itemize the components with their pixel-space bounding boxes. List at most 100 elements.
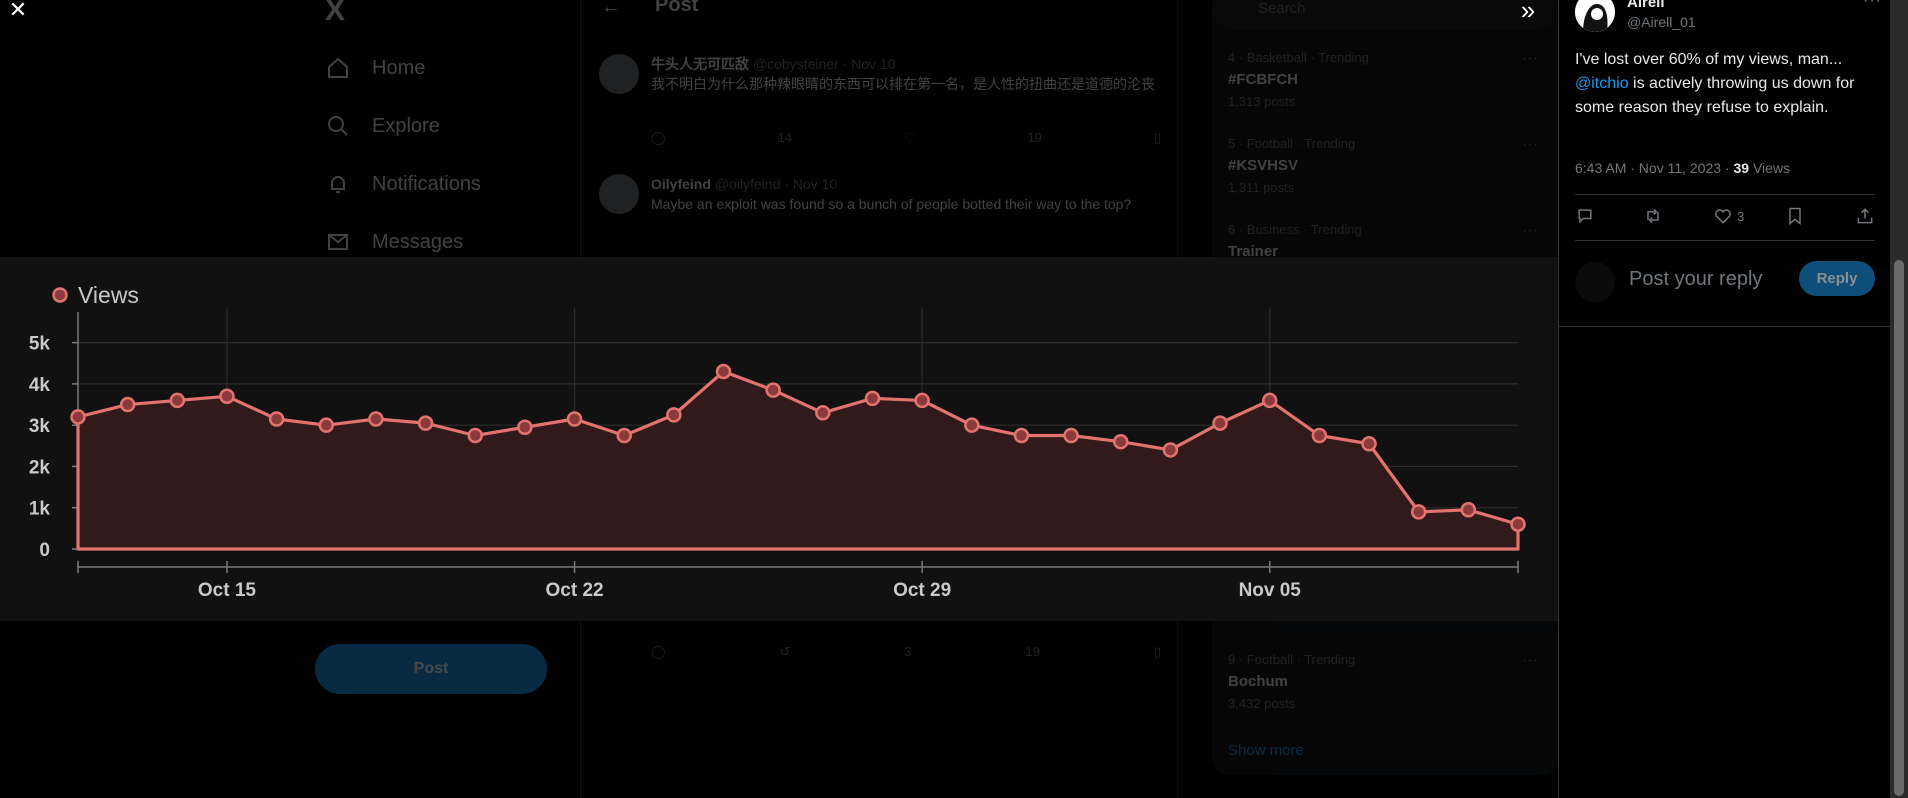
trend-name: #KSVHSV: [1228, 157, 1299, 174]
legend-marker: [52, 287, 68, 303]
double-chevron-right-icon[interactable]: »: [1520, 0, 1536, 25]
trend-count: 1,311 posts: [1228, 180, 1295, 195]
post-button[interactable]: Post: [315, 644, 547, 694]
trend-name: Bochum: [1228, 673, 1288, 690]
reply-handle[interactable]: @cobysteiner: [752, 56, 839, 72]
search-input[interactable]: Search: [1212, 0, 1558, 30]
trend-item[interactable]: 4 · Basketball · Trending #FCBFCH 1,313 …: [1228, 50, 1538, 109]
avatar-image: [1575, 0, 1615, 32]
x-logo-icon[interactable]: X: [325, 0, 346, 27]
trend-item[interactable]: 9 · Football · Trending Bochum 3,432 pos…: [1228, 652, 1538, 711]
reply-submit-button[interactable]: Reply: [1799, 261, 1875, 296]
data-point: [765, 382, 781, 398]
reply-button[interactable]: [1575, 206, 1595, 226]
data-point: [1063, 427, 1079, 444]
reply-input[interactable]: [1629, 264, 1789, 294]
divider: [1559, 326, 1891, 327]
repost-count[interactable]: 14: [777, 130, 792, 145]
avatar[interactable]: [599, 174, 639, 214]
reply-text: Maybe an exploit was found so a bunch of…: [651, 196, 1132, 212]
reply-author[interactable]: Oilyfeind: [651, 176, 711, 192]
more-dots-icon[interactable]: ···: [1522, 222, 1538, 239]
scrollbar[interactable]: [1890, 0, 1908, 798]
x-tick-label: Oct 15: [198, 580, 257, 601]
bookmark-button[interactable]: [1785, 206, 1805, 226]
nav-item-messages[interactable]: Messages: [326, 230, 463, 254]
views-count[interactable]: 19: [1027, 130, 1042, 145]
share-button[interactable]: [1855, 206, 1875, 226]
data-point: [914, 392, 930, 409]
post-text: I've lost over 60% of my views, man... @…: [1575, 48, 1875, 120]
data-point: [368, 411, 384, 427]
data-point: [1162, 442, 1179, 458]
repost-button[interactable]: [1643, 206, 1663, 226]
data-point: [1113, 433, 1129, 450]
y-tick-label: 0: [39, 540, 50, 561]
page-title: Post: [655, 0, 699, 16]
more-dots-icon[interactable]: ···: [1522, 652, 1538, 669]
author-name[interactable]: Airell: [1627, 0, 1665, 11]
like-count[interactable]: 3: [904, 644, 912, 659]
data-point: [1460, 502, 1477, 518]
reply-author[interactable]: 牛头人无可匹敌: [651, 56, 749, 72]
nav-item-explore[interactable]: Explore: [326, 114, 440, 138]
heart-icon[interactable]: ♡: [903, 130, 916, 145]
more-dots-icon[interactable]: ···: [1522, 136, 1538, 153]
repost-icon[interactable]: ↺: [779, 644, 791, 659]
reply-time: · Nov 10: [842, 56, 896, 72]
avatar[interactable]: [1575, 0, 1615, 32]
reply-icon[interactable]: ◯: [651, 644, 666, 659]
post-text-part: I've lost over 60% of my views, man...: [1575, 51, 1843, 68]
post-actions: 3: [1575, 206, 1875, 232]
legend-label: Views: [78, 282, 139, 308]
data-point: [1013, 427, 1030, 444]
views-count[interactable]: 19: [1025, 644, 1040, 659]
share-icon: [1857, 208, 1873, 224]
post-meta: 6:43 AM · Nov 11, 2023 · 39 Views: [1575, 160, 1790, 176]
reply-icon: [1578, 209, 1592, 224]
arrow-left-icon[interactable]: ←: [601, 0, 621, 18]
data-point: [566, 411, 583, 427]
bookmark-icon[interactable]: ▯: [1153, 644, 1161, 659]
data-point: [70, 409, 86, 425]
post-detail-panel: Airell @Airell_01 ··· I've lost over 60%…: [1558, 0, 1891, 798]
y-tick-label: 5k: [29, 334, 51, 355]
author-handle[interactable]: @Airell_01: [1627, 14, 1696, 30]
scrollbar-thumb[interactable]: [1894, 260, 1904, 796]
x-tick-label: Oct 22: [546, 580, 604, 601]
post-timestamp[interactable]: 6:43 AM · Nov 11, 2023 ·: [1575, 160, 1734, 176]
post-thread-column: ← Post 牛头人无可匹敌 @cobysteiner · Nov 10 我不明…: [580, 0, 1178, 798]
data-point: [964, 417, 980, 433]
reply-handle[interactable]: @oilyfeind: [714, 176, 781, 192]
data-point: [1261, 392, 1278, 409]
trend-item[interactable]: 5 · Football · Trending #KSVHSV 1,311 po…: [1228, 136, 1538, 195]
bell-icon: [331, 176, 345, 193]
more-dots-icon[interactable]: ···: [1522, 50, 1538, 67]
nav-item-label: Notifications: [372, 172, 481, 195]
x-tick-label: Oct 29: [893, 580, 951, 601]
nav-item-label: Explore: [372, 114, 440, 137]
more-dots-icon[interactable]: ···: [1863, 0, 1882, 9]
data-point: [815, 405, 831, 421]
reply-icon[interactable]: ◯: [651, 130, 666, 145]
data-point: [1311, 427, 1328, 444]
close-icon[interactable]: ✕: [8, 0, 28, 22]
mention-link[interactable]: @itchio: [1575, 75, 1629, 92]
data-point: [517, 419, 533, 435]
data-point: [1212, 415, 1228, 431]
nav-item-notifications[interactable]: Notifications: [326, 172, 481, 196]
views-label: Views: [1749, 160, 1791, 176]
show-more-link[interactable]: Show more: [1228, 742, 1304, 759]
trend-name: #FCBFCH: [1228, 71, 1298, 88]
series-area-views: [76, 369, 1520, 551]
repost-icon: [1647, 208, 1659, 224]
like-button[interactable]: 3: [1713, 206, 1744, 226]
nav-item-label: Messages: [372, 230, 464, 253]
trend-name: Trainer: [1228, 243, 1279, 260]
avatar[interactable]: [1575, 262, 1615, 302]
nav-item-home[interactable]: Home: [326, 56, 425, 80]
avatar[interactable]: [599, 54, 639, 94]
bookmark-icon[interactable]: ▯: [1153, 130, 1161, 145]
trend-count: 3,432 posts: [1228, 696, 1296, 711]
trend-item[interactable]: 6 · Business · Trending Trainer ···: [1228, 222, 1538, 260]
